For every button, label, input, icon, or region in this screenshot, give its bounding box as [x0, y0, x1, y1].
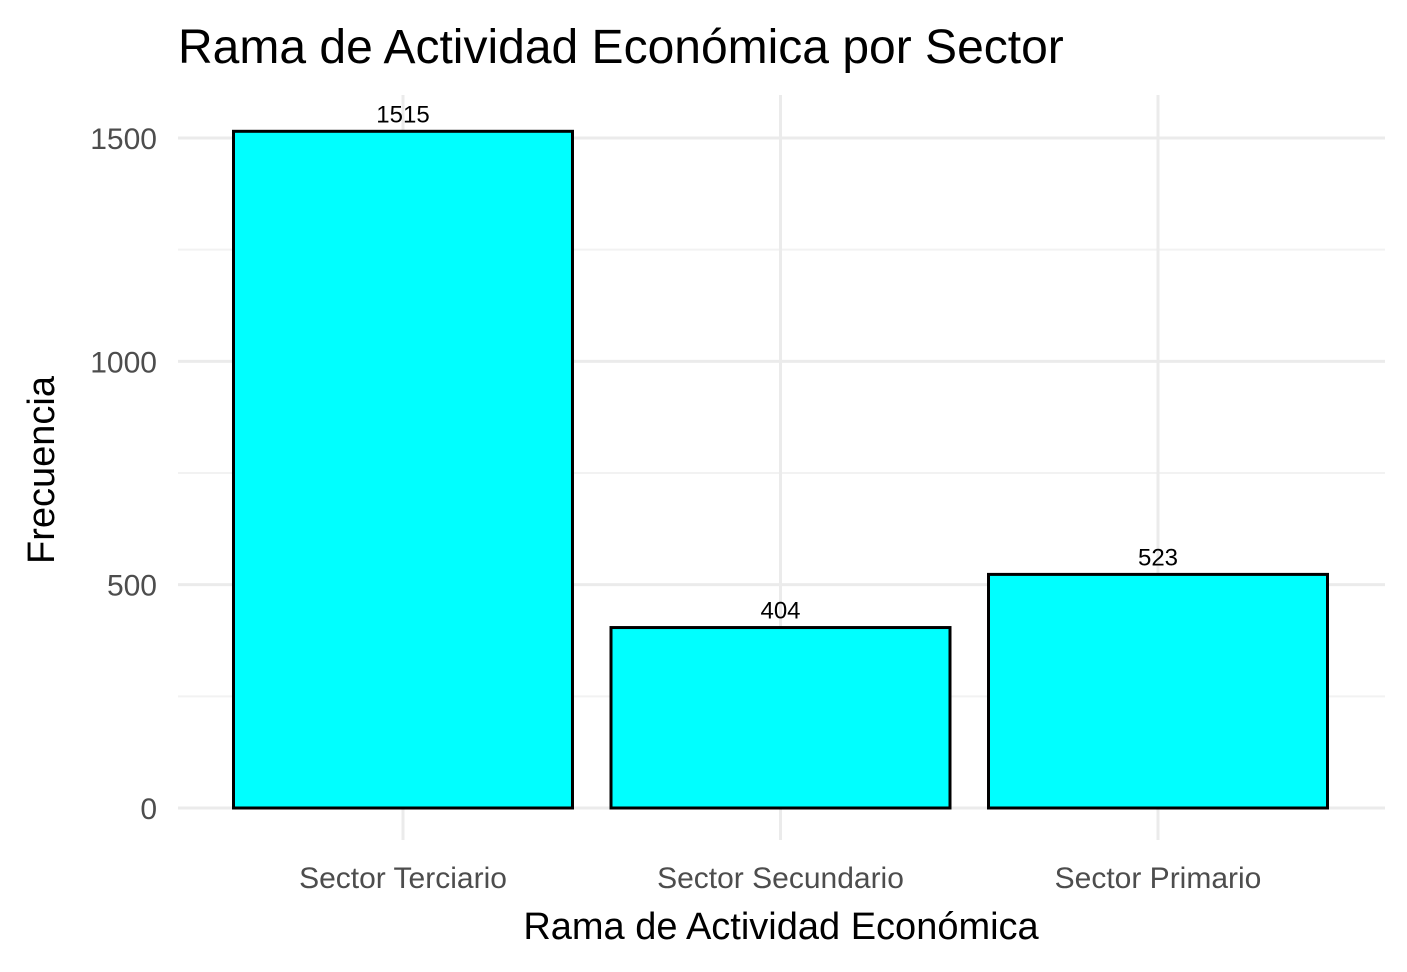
x-axis-ticks: Sector Terciario Sector Secundario Sector …: [299, 862, 1261, 895]
data-label: 523: [1138, 544, 1178, 571]
bar: [232, 129, 574, 810]
bars: [232, 129, 1329, 810]
y-tick-label: 500: [107, 570, 157, 603]
data-label: 404: [760, 598, 800, 625]
x-tick-label: Sector Secundario: [657, 862, 904, 895]
chart-title: Rama de Actividad Económica por Sector: [178, 21, 1064, 74]
y-tick-label: 0: [140, 793, 157, 826]
x-tick-label: Sector Terciario: [299, 862, 507, 895]
bar: [987, 572, 1329, 810]
data-label: 1515: [376, 101, 429, 128]
data-labels: 1515 404 523: [376, 101, 1178, 624]
y-tick-label: 1000: [90, 346, 157, 379]
x-tick-label: Sector Primario: [1055, 862, 1262, 895]
y-tick-label: 1500: [90, 123, 157, 156]
y-axis-ticks: 0 500 1000 1500: [90, 123, 157, 826]
y-axis-label: Frecuencia: [21, 375, 63, 564]
x-axis-label: Rama de Actividad Económica: [523, 906, 1039, 948]
bar: [609, 626, 952, 810]
